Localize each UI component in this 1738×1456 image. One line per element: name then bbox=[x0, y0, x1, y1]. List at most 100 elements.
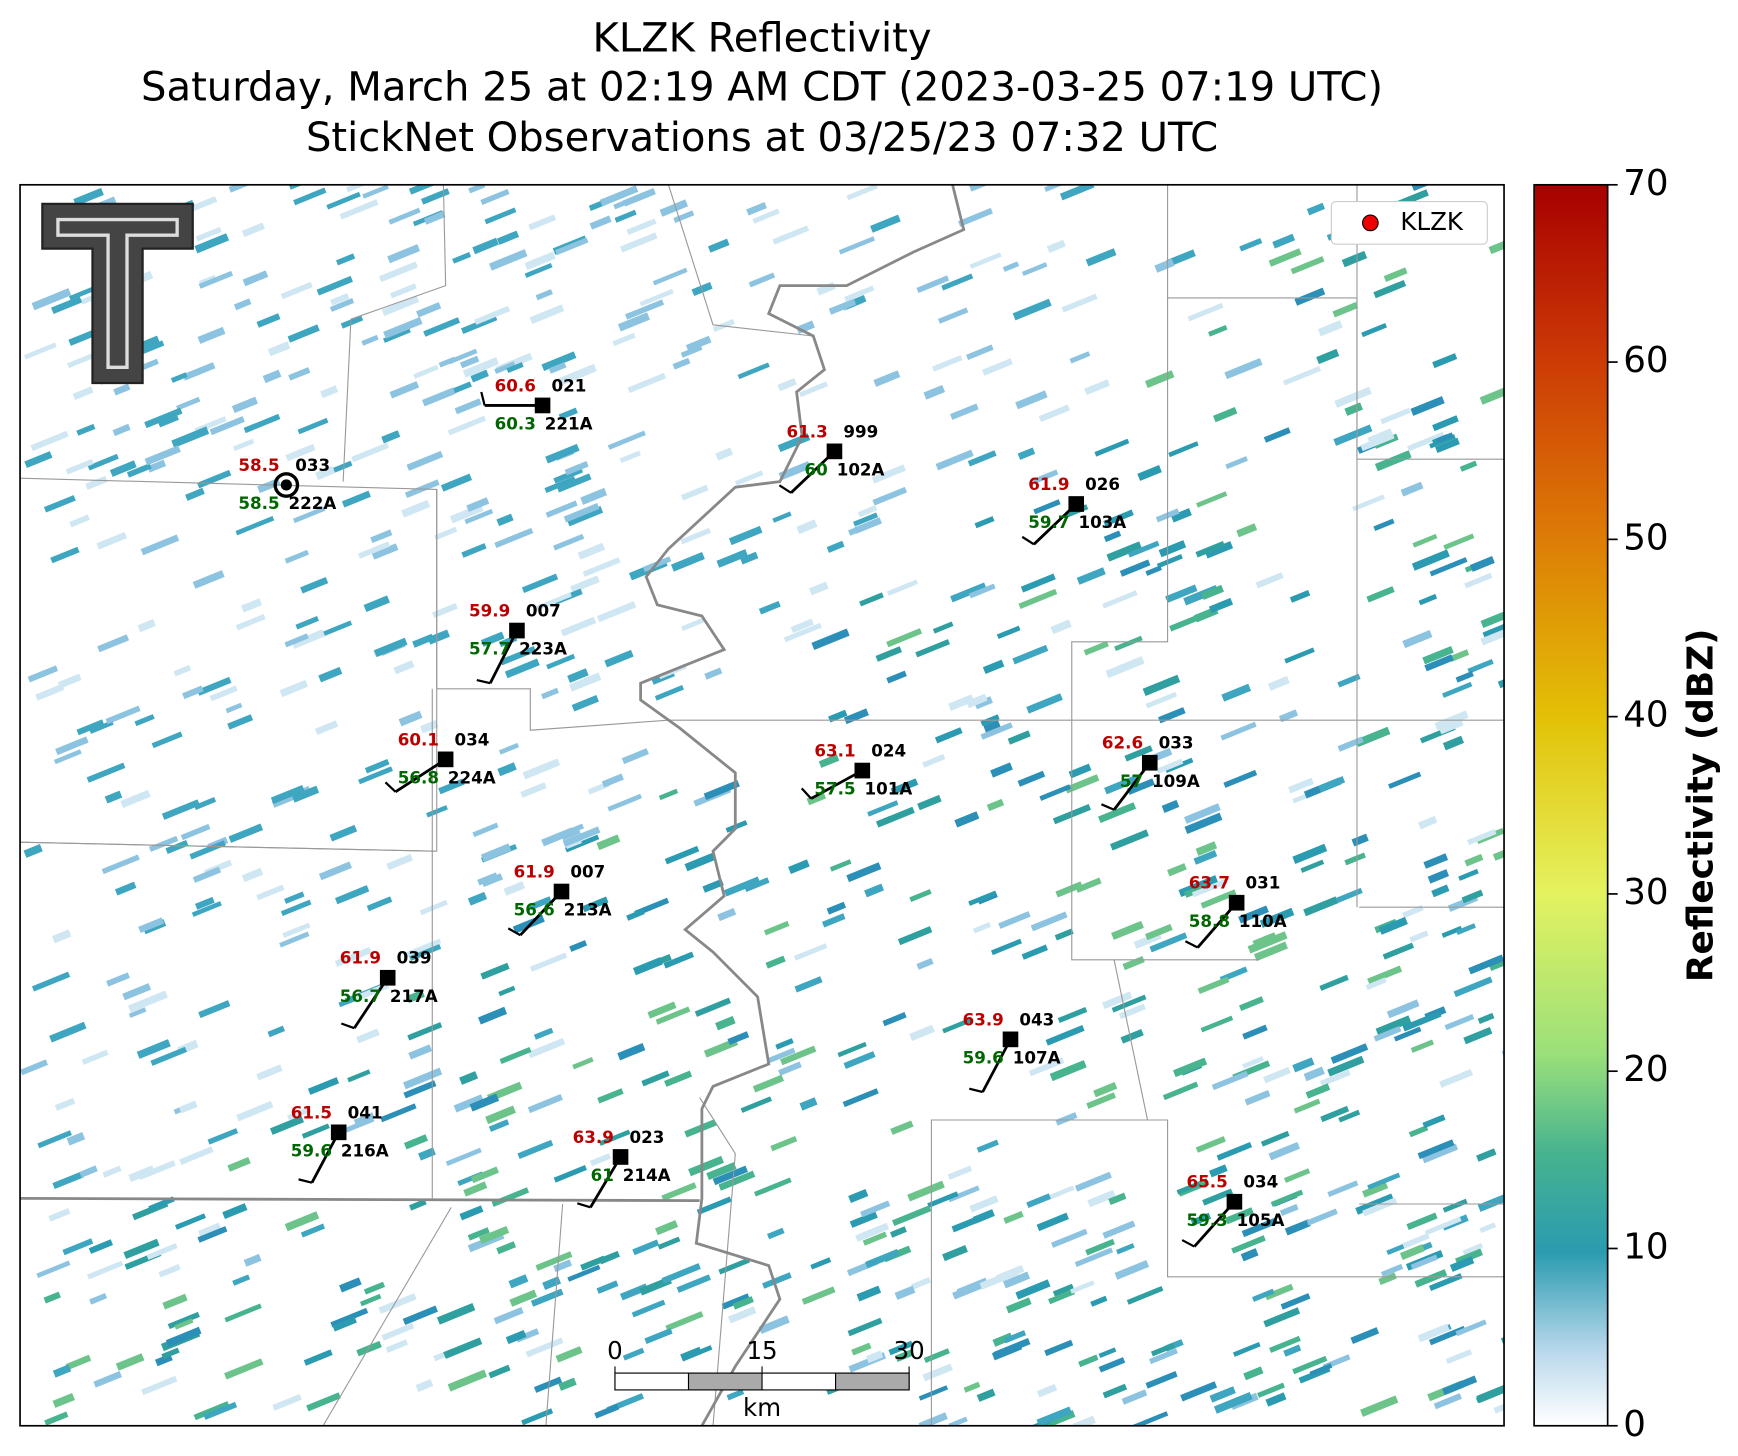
radar-echo bbox=[1232, 1341, 1261, 1357]
radar-echo bbox=[533, 1376, 563, 1393]
radar-echo bbox=[346, 184, 366, 193]
radar-echo bbox=[783, 622, 822, 643]
radar-echo bbox=[847, 1317, 883, 1337]
radar-echo bbox=[799, 1097, 818, 1111]
radar-echo bbox=[1213, 1391, 1253, 1414]
radar-echo bbox=[1032, 469, 1059, 485]
pressure: 034 bbox=[455, 729, 490, 749]
station-id: 221A bbox=[545, 413, 593, 433]
radar-echo bbox=[144, 445, 181, 466]
temperature: 63.7 bbox=[1189, 873, 1230, 893]
pressure: 033 bbox=[295, 455, 330, 475]
radar-echo bbox=[1021, 262, 1048, 277]
radar-echo bbox=[173, 664, 192, 677]
radar-echo bbox=[1028, 1057, 1065, 1077]
radar-echo bbox=[161, 1347, 180, 1360]
radar-echo bbox=[1052, 1283, 1074, 1297]
pressure: 033 bbox=[1159, 733, 1194, 753]
radar-echo bbox=[413, 364, 439, 379]
radar-echo bbox=[267, 1025, 285, 1038]
dewpoint: 57.5 bbox=[814, 779, 855, 799]
radar-echo bbox=[768, 1047, 796, 1063]
radar-echo bbox=[966, 344, 994, 360]
radar-echo bbox=[1036, 1406, 1073, 1426]
scale-unit: km bbox=[743, 1393, 781, 1422]
radar-echo bbox=[469, 1093, 500, 1112]
radar-echo bbox=[1445, 1349, 1473, 1365]
radar-echo bbox=[838, 236, 876, 255]
station-id: 223A bbox=[519, 639, 567, 659]
radar-echo bbox=[1158, 540, 1187, 558]
radar-echo bbox=[569, 940, 588, 952]
radar-echo bbox=[1202, 1188, 1234, 1206]
radar-echo bbox=[1241, 1217, 1279, 1238]
radar-echo bbox=[1119, 559, 1151, 577]
radar-echo bbox=[122, 983, 152, 1001]
station-marker bbox=[280, 479, 292, 491]
dewpoint: 61 bbox=[591, 1165, 614, 1185]
radar-echo bbox=[197, 1226, 228, 1243]
radar-echo bbox=[1083, 640, 1109, 656]
radar-echo bbox=[658, 788, 679, 801]
station-marker bbox=[1068, 496, 1085, 512]
radar-echo bbox=[1461, 889, 1484, 904]
wind-barb bbox=[589, 1156, 622, 1209]
radar-echo bbox=[1075, 877, 1102, 893]
radar-echo bbox=[423, 210, 446, 225]
radar-echo bbox=[527, 1037, 566, 1059]
radar-echo bbox=[564, 834, 600, 853]
radar-echo bbox=[545, 500, 578, 518]
radar-echo bbox=[1282, 366, 1322, 386]
radar-echo bbox=[1283, 1344, 1302, 1357]
radar-echo bbox=[596, 1280, 619, 1294]
radar-echo bbox=[191, 901, 222, 917]
radar-echo bbox=[1402, 904, 1424, 919]
radar-echo bbox=[1283, 1168, 1311, 1183]
radar-echo bbox=[1501, 1040, 1505, 1059]
radar-echo bbox=[1204, 541, 1234, 559]
radar-echo bbox=[88, 1239, 113, 1254]
radar-echo bbox=[150, 1046, 187, 1066]
radar-echo bbox=[447, 415, 486, 436]
radar-echo bbox=[1467, 658, 1494, 674]
radar-echo bbox=[535, 1251, 573, 1271]
radar-echo bbox=[1436, 432, 1454, 443]
radar-echo bbox=[828, 298, 857, 315]
radar-echo bbox=[389, 381, 420, 399]
radar-echo bbox=[235, 516, 275, 536]
radar-echo bbox=[419, 899, 448, 916]
radar-echo bbox=[167, 1311, 200, 1330]
radar-echo bbox=[1441, 1375, 1478, 1396]
radar-echo bbox=[619, 450, 641, 464]
radar-echo bbox=[334, 885, 370, 905]
radar-echo bbox=[79, 1165, 98, 1178]
radar-echo bbox=[318, 861, 352, 881]
radar-echo bbox=[849, 1211, 878, 1228]
radar-echo bbox=[886, 579, 919, 596]
radar-echo bbox=[356, 1340, 382, 1357]
radar-echo bbox=[758, 600, 781, 615]
radar-echo bbox=[381, 430, 401, 444]
subtitle: Saturday, March 25 at 02:19 AM CDT (2023… bbox=[141, 65, 1383, 111]
radar-echo bbox=[1374, 450, 1412, 472]
radar-echo bbox=[556, 363, 597, 387]
radar-echo bbox=[114, 881, 137, 896]
radar-echo bbox=[1280, 1293, 1311, 1310]
radar-echo bbox=[222, 1203, 248, 1220]
radar-echo bbox=[544, 476, 576, 493]
radar-echo bbox=[1039, 784, 1072, 801]
dewpoint: 58.5 bbox=[238, 493, 279, 513]
radar-echo bbox=[228, 184, 263, 193]
radar-echo bbox=[1444, 1014, 1475, 1031]
radar-echo bbox=[1051, 1228, 1088, 1248]
radar-echoes bbox=[20, 184, 1505, 1426]
radar-echo bbox=[195, 896, 215, 910]
radar-echo bbox=[488, 1364, 511, 1379]
radar-echo bbox=[436, 1303, 476, 1325]
radar-echo bbox=[1462, 1242, 1484, 1255]
radar-echo bbox=[267, 341, 291, 357]
radar-echo bbox=[767, 1227, 785, 1240]
radar-echo bbox=[65, 458, 94, 475]
radar-echo bbox=[1418, 815, 1438, 830]
radar-echo bbox=[582, 896, 609, 913]
